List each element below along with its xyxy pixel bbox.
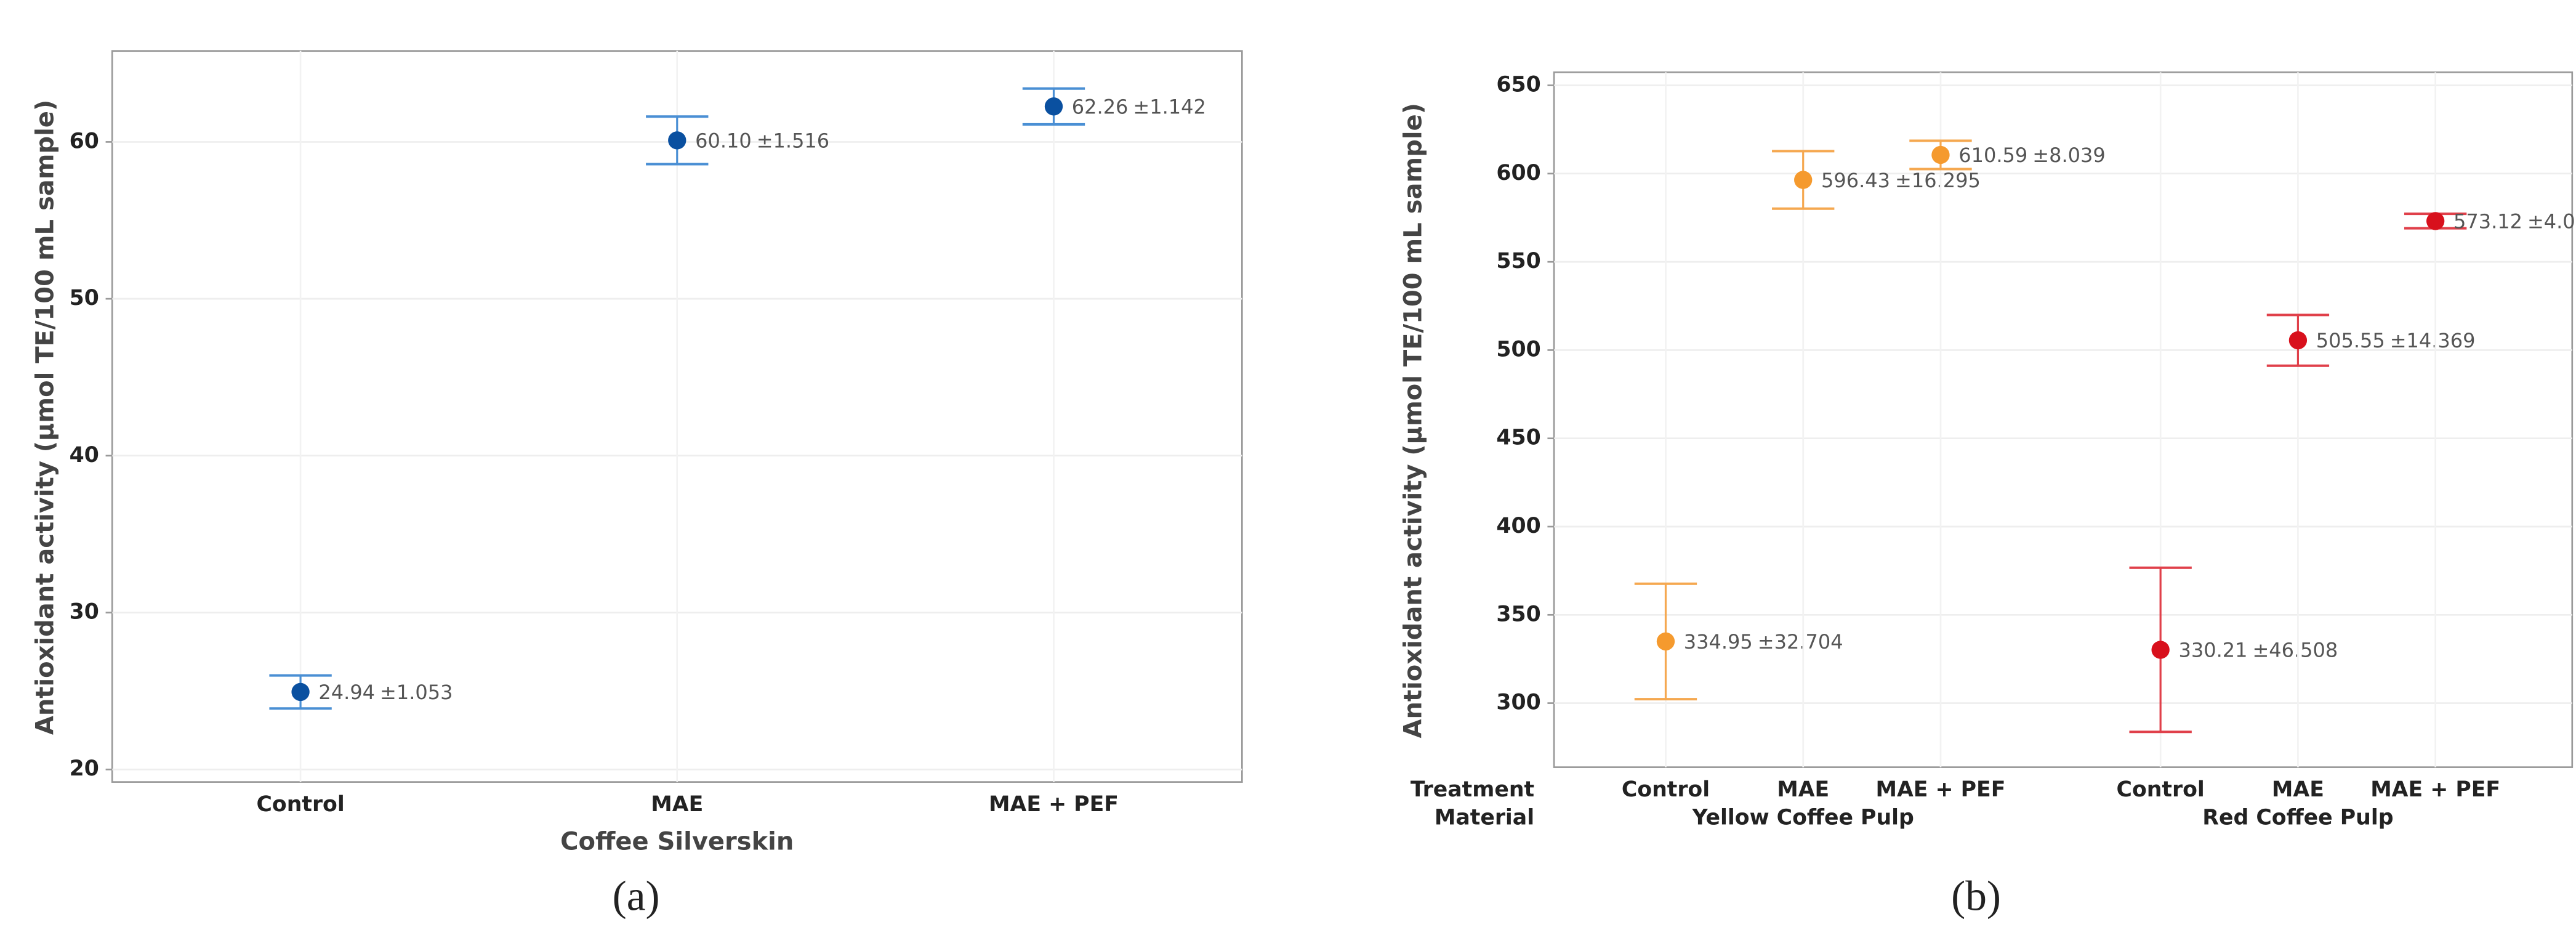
y-tick-label: 650 xyxy=(1496,73,1540,97)
x-tick-label: MAE + PEF xyxy=(1876,777,2006,802)
value-label: 610.59 xyxy=(1958,144,2027,167)
data-point xyxy=(291,682,310,702)
x-tick-label: Control xyxy=(256,792,344,817)
x-axis-label: Coffee Silverskin xyxy=(560,827,794,856)
caption: (a) xyxy=(613,872,660,920)
y-tick-label: 30 xyxy=(70,600,99,625)
y-axis-label: Antioxidant activity (µmol TE/100 mL sam… xyxy=(31,100,60,735)
data-point xyxy=(1931,145,1950,164)
error-label: ±8.039 xyxy=(2032,144,2105,167)
value-label: 24.94 xyxy=(318,681,375,704)
error-label: ±32.704 xyxy=(1758,630,1843,654)
data-point xyxy=(668,131,686,150)
y-tick-label: 450 xyxy=(1496,426,1540,450)
value-label: 62.26 xyxy=(1072,95,1129,119)
y-tick-label: 550 xyxy=(1496,249,1540,273)
error-label: ±16.295 xyxy=(1895,169,1981,192)
error-label: ±1.053 xyxy=(380,681,453,704)
value-label: 60.10 xyxy=(695,129,752,153)
y-tick-label: 50 xyxy=(70,286,99,310)
data-point xyxy=(1794,171,1813,189)
value-label: 334.95 xyxy=(1684,630,1753,654)
plot-frame xyxy=(1553,71,2574,768)
data-point xyxy=(1044,97,1063,116)
x-tick-label: Control xyxy=(2117,777,2205,802)
error-label: ±46.508 xyxy=(2252,639,2338,662)
value-label: 330.21 xyxy=(2179,639,2248,662)
y-tick-label: 300 xyxy=(1496,690,1540,715)
value-label: 573.12 xyxy=(2453,210,2522,233)
x-tick-label: MAE + PEF xyxy=(989,792,1119,817)
x-tick-label: MAE xyxy=(1777,777,1829,802)
group-label: Red Coffee Pulp xyxy=(2202,805,2393,830)
error-label: ±4.094 xyxy=(2527,210,2576,233)
value-label: 596.43 xyxy=(1821,169,1890,192)
error-label: ±1.142 xyxy=(1133,95,1205,119)
y-axis-label: Antioxidant activity (µmol TE/100 mL sam… xyxy=(1399,103,1427,738)
y-tick-label: 400 xyxy=(1496,514,1540,538)
y-tick-label: 600 xyxy=(1496,161,1540,185)
data-point xyxy=(2151,641,2170,659)
error-label: ±1.516 xyxy=(757,129,829,153)
row-label: Material xyxy=(1435,805,1534,830)
error-label: ±14.369 xyxy=(2390,329,2476,352)
y-tick-label: 40 xyxy=(70,443,99,467)
x-tick-label: MAE xyxy=(2272,777,2324,802)
group-label: Yellow Coffee Pulp xyxy=(1692,805,1914,830)
data-point xyxy=(2288,331,2308,350)
caption: (b) xyxy=(1951,872,2001,920)
y-tick-label: 500 xyxy=(1496,337,1540,362)
y-tick-label: 20 xyxy=(70,756,99,781)
x-tick-label: Control xyxy=(1622,777,1710,802)
row-label: Treatment xyxy=(1411,777,1534,802)
data-point xyxy=(2426,212,2445,230)
y-tick-label: 60 xyxy=(70,129,99,153)
x-tick-label: MAE xyxy=(651,792,703,817)
y-tick-label: 350 xyxy=(1496,602,1540,626)
x-tick-label: MAE + PEF xyxy=(2370,777,2500,802)
data-point xyxy=(1656,632,1675,651)
value-label: 505.55 xyxy=(2316,329,2385,352)
